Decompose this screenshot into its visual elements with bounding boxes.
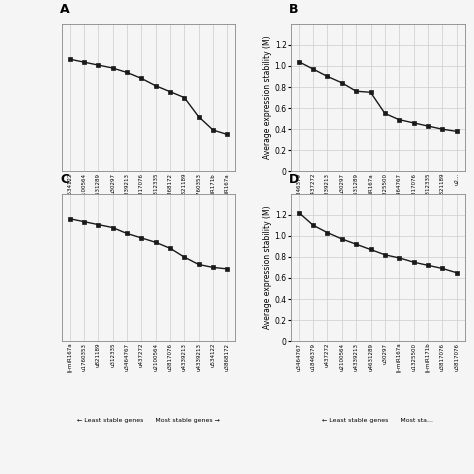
Text: A: A [60,3,70,16]
Text: ← Least stable genes      Most stable genes →: ← Least stable genes Most stable genes → [77,418,220,423]
Text: D: D [289,173,300,186]
Text: C: C [60,173,69,186]
Y-axis label: Average expression stability (M): Average expression stability (M) [263,36,272,159]
Text: ← Least stable genes      Most stable genes →: ← Least stable genes Most stable genes → [77,248,220,253]
Text: ← Least stable genes      Most sta...: ← Least stable genes Most sta... [322,248,433,253]
Text: B: B [289,3,299,16]
Text: ← Least stable genes      Most sta...: ← Least stable genes Most sta... [322,418,433,423]
Y-axis label: Average expression stability (M): Average expression stability (M) [263,206,272,329]
